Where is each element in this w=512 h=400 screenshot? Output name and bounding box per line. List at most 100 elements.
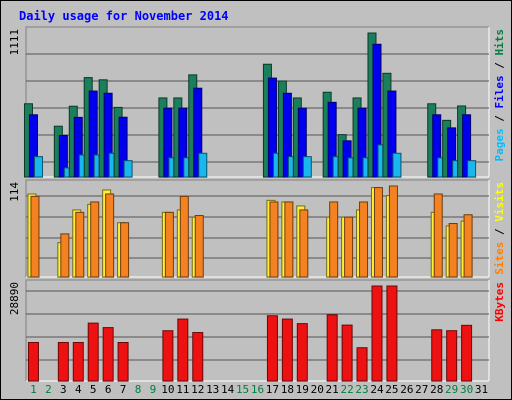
bar-sites-day-10 — [164, 211, 174, 278]
day-labels: 1 2 3 4 5 6 7 8 9 10 11 12 13 14 15 16 17 18 19 20 21 22 23 24 2… — [30, 383, 488, 396]
day-label-7: 7 — [120, 383, 127, 396]
bar-kbytes-day-18 — [281, 318, 293, 382]
bar-sites-day-23 — [359, 201, 369, 278]
bar-kbytes-day-25 — [386, 285, 398, 382]
bar-sites-day-22 — [344, 216, 354, 278]
legend-separator: / — [493, 222, 506, 242]
bar-kbytes-day-5 — [87, 322, 99, 382]
bar-sites-day-5 — [90, 201, 100, 278]
day-label-15: 15 — [236, 383, 249, 396]
bar-kbytes-day-10 — [162, 330, 174, 382]
day-label-29: 29 — [445, 383, 458, 396]
day-label-2: 2 — [45, 383, 52, 396]
day-label-25: 25 — [385, 383, 398, 396]
bar-files-day-21 — [327, 101, 337, 178]
bar-sites-day-6 — [105, 193, 115, 278]
bar-kbytes-day-4 — [72, 341, 84, 382]
bar-files-day-28 — [432, 114, 442, 178]
day-label-16: 16 — [251, 383, 264, 396]
panel-sites: 114 Sites / Visits — [8, 179, 506, 278]
bar-pages-day-12 — [198, 152, 208, 178]
legend-separator: / — [493, 56, 506, 76]
day-label-26: 26 — [400, 383, 413, 396]
legend-separator: / — [493, 109, 506, 129]
bar-files-day-7 — [118, 116, 128, 178]
bar-files-day-1 — [28, 114, 38, 178]
day-label-28: 28 — [430, 383, 443, 396]
legend-item-hits: Hits — [493, 29, 506, 56]
bar-kbytes-day-12 — [192, 332, 204, 382]
bar-files-day-12 — [193, 87, 203, 178]
day-label-17: 17 — [266, 383, 279, 396]
bar-sites-day-19 — [299, 209, 309, 278]
bar-sites-day-18 — [284, 201, 294, 278]
bar-files-day-4 — [73, 116, 83, 178]
bar-kbytes-day-22 — [341, 324, 353, 382]
day-label-10: 10 — [161, 383, 174, 396]
bar-files-day-18 — [282, 92, 292, 178]
bar-sites-day-12 — [194, 215, 204, 278]
bar-files-day-6 — [103, 92, 113, 178]
bar-kbytes-day-24 — [371, 285, 383, 382]
day-label-24: 24 — [370, 383, 384, 396]
day-label-8: 8 — [135, 383, 142, 396]
bar-files-day-10 — [163, 107, 173, 178]
bar-kbytes-day-17 — [266, 315, 278, 382]
bar-files-day-29 — [447, 127, 457, 178]
day-label-5: 5 — [90, 383, 97, 396]
bar-kbytes-day-19 — [296, 323, 308, 382]
axis-max-sites: 114 — [8, 182, 21, 202]
legend-item-kbytes: KBytes — [493, 282, 506, 322]
bar-kbytes-day-3 — [57, 341, 69, 382]
bar-pages-day-30 — [467, 160, 477, 178]
bar-kbytes-day-11 — [177, 318, 189, 382]
bar-files-day-30 — [462, 114, 472, 178]
panel-kbytes: 28890 KBytes — [8, 279, 506, 382]
day-label-18: 18 — [281, 383, 294, 396]
axis-max-hits: 1111 — [8, 29, 21, 56]
bar-files-day-25 — [387, 90, 397, 178]
bar-sites-day-24 — [373, 187, 383, 278]
day-label-22: 22 — [340, 383, 353, 396]
day-label-6: 6 — [105, 383, 112, 396]
day-label-11: 11 — [176, 383, 189, 396]
day-label-4: 4 — [75, 383, 82, 396]
bar-files-day-24 — [372, 43, 382, 178]
bar-kbytes-day-28 — [431, 329, 443, 382]
day-label-21: 21 — [326, 383, 339, 396]
chart-panels: 1111 Pages / Files / Hits 114 Sites / Visit… — [8, 26, 506, 382]
bar-files-day-19 — [297, 107, 307, 178]
bar-pages-day-7 — [123, 160, 133, 178]
day-label-23: 23 — [355, 383, 368, 396]
bar-pages-day-25 — [392, 152, 402, 178]
day-label-27: 27 — [415, 383, 428, 396]
bar-files-day-5 — [88, 90, 98, 178]
bar-sites-day-21 — [329, 201, 339, 278]
bar-kbytes-day-6 — [102, 327, 114, 382]
chart-title: Daily usage for November 2014 — [19, 9, 229, 23]
day-label-9: 9 — [150, 383, 157, 396]
bar-sites-day-1 — [30, 195, 40, 278]
day-label-1: 1 — [30, 383, 37, 396]
day-label-20: 20 — [311, 383, 324, 396]
bar-kbytes-day-21 — [326, 314, 338, 382]
panel-hits: 1111 Pages / Files / Hits — [8, 26, 506, 178]
bar-sites-day-28 — [433, 193, 443, 278]
legend-kbytes: KBytes — [493, 282, 506, 322]
bar-kbytes-day-1 — [27, 341, 39, 382]
legend-item-files: Files — [493, 75, 506, 108]
bar-files-day-17 — [267, 77, 277, 178]
bar-kbytes-day-30 — [461, 324, 473, 382]
bar-sites-day-7 — [120, 222, 130, 278]
day-label-13: 13 — [206, 383, 219, 396]
bar-sites-day-3 — [60, 233, 70, 278]
day-label-12: 12 — [191, 383, 204, 396]
bar-sites-day-4 — [75, 211, 85, 278]
bar-sites-day-25 — [388, 185, 398, 278]
legend-sites: Sites / Visits — [493, 182, 506, 275]
bar-sites-day-11 — [179, 195, 189, 278]
day-label-30: 30 — [460, 383, 473, 396]
day-label-19: 19 — [296, 383, 309, 396]
bar-pages-day-19 — [302, 156, 312, 178]
